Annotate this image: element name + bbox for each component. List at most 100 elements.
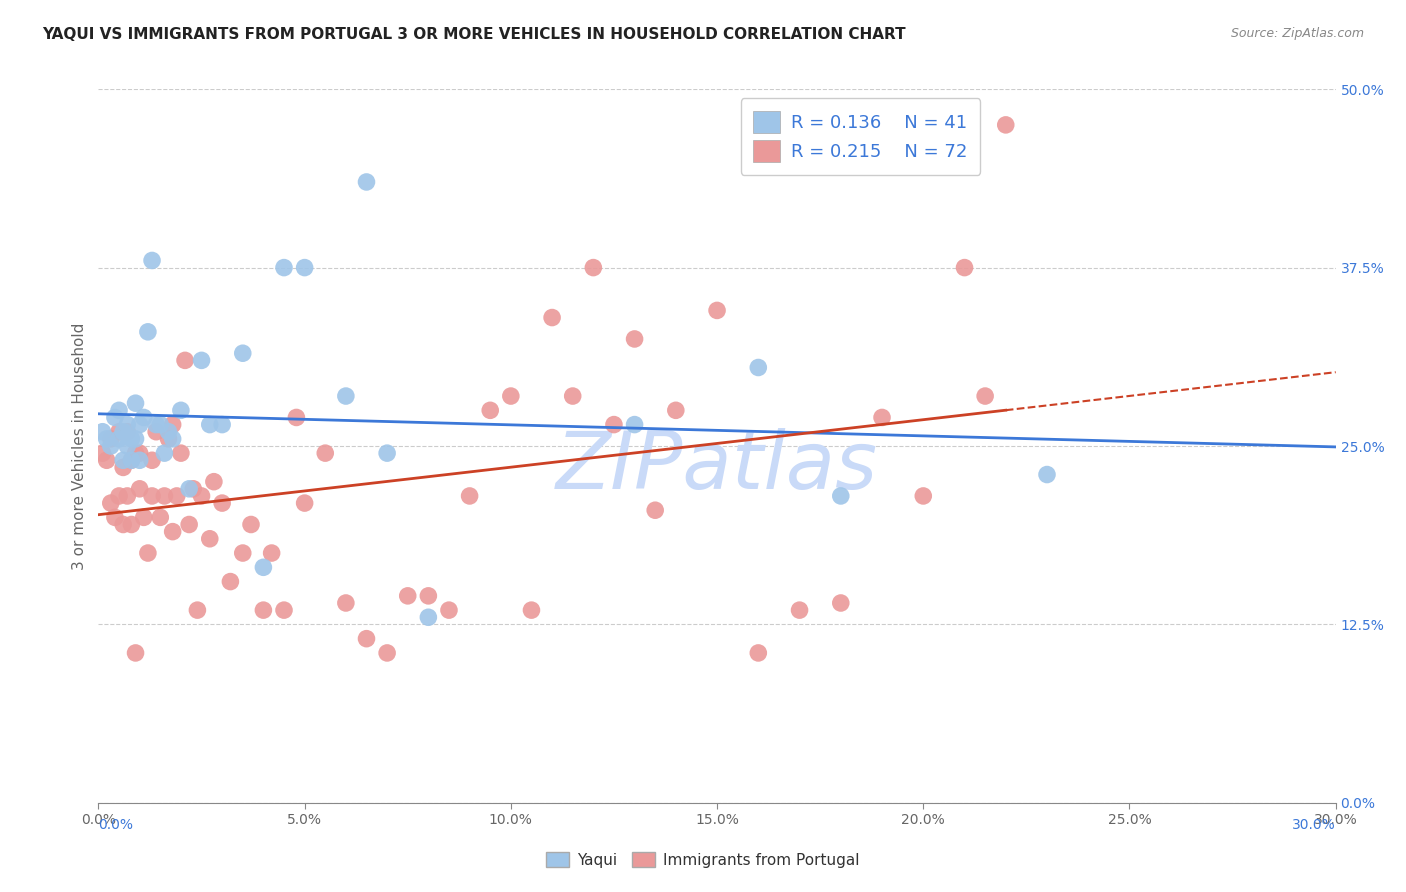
Point bbox=[174, 353, 197, 368]
Point bbox=[91, 425, 114, 439]
Point bbox=[202, 475, 225, 489]
Point bbox=[181, 482, 204, 496]
Text: YAQUI VS IMMIGRANTS FROM PORTUGAL 3 OR MORE VEHICLES IN HOUSEHOLD CORRELATION CH: YAQUI VS IMMIGRANTS FROM PORTUGAL 3 OR M… bbox=[42, 27, 905, 42]
Point bbox=[252, 560, 274, 574]
Point bbox=[162, 417, 184, 432]
Point bbox=[91, 446, 114, 460]
Point bbox=[706, 303, 728, 318]
Point bbox=[124, 396, 146, 410]
Point bbox=[830, 489, 852, 503]
Point bbox=[149, 417, 172, 432]
Point bbox=[211, 417, 233, 432]
Point bbox=[240, 517, 263, 532]
Point bbox=[104, 410, 127, 425]
Point bbox=[273, 603, 295, 617]
Point bbox=[162, 524, 184, 539]
Text: 0.0%: 0.0% bbox=[98, 818, 134, 832]
Point bbox=[499, 389, 522, 403]
Point bbox=[112, 517, 135, 532]
Point bbox=[356, 632, 378, 646]
Point bbox=[198, 417, 221, 432]
Point bbox=[120, 432, 142, 446]
Point bbox=[870, 410, 893, 425]
Point bbox=[252, 603, 274, 617]
Text: 30.0%: 30.0% bbox=[1292, 818, 1336, 832]
Point bbox=[141, 489, 163, 503]
Point bbox=[830, 596, 852, 610]
Point bbox=[974, 389, 997, 403]
Point bbox=[1036, 467, 1059, 482]
Point bbox=[141, 453, 163, 467]
Point bbox=[108, 489, 131, 503]
Point bbox=[166, 489, 188, 503]
Point bbox=[100, 496, 122, 510]
Point bbox=[117, 439, 139, 453]
Point bbox=[418, 589, 440, 603]
Point bbox=[953, 260, 976, 275]
Point bbox=[153, 489, 176, 503]
Text: Source: ZipAtlas.com: Source: ZipAtlas.com bbox=[1230, 27, 1364, 40]
Point bbox=[418, 610, 440, 624]
Point bbox=[128, 446, 150, 460]
Text: ZIPatlas: ZIPatlas bbox=[555, 428, 879, 507]
Point bbox=[623, 332, 645, 346]
Point bbox=[179, 517, 201, 532]
Point bbox=[260, 546, 283, 560]
Point bbox=[211, 496, 233, 510]
Point bbox=[335, 389, 357, 403]
Point bbox=[136, 325, 159, 339]
Point bbox=[108, 403, 131, 417]
Point bbox=[124, 446, 146, 460]
Point bbox=[112, 460, 135, 475]
Point bbox=[132, 510, 155, 524]
Point bbox=[375, 646, 398, 660]
Point bbox=[190, 489, 212, 503]
Point bbox=[294, 496, 316, 510]
Point bbox=[100, 439, 122, 453]
Point bbox=[232, 546, 254, 560]
Point bbox=[314, 446, 336, 460]
Point bbox=[120, 517, 142, 532]
Point bbox=[294, 260, 316, 275]
Point bbox=[153, 446, 176, 460]
Point bbox=[458, 489, 481, 503]
Point bbox=[665, 403, 688, 417]
Point bbox=[747, 646, 769, 660]
Point bbox=[120, 453, 142, 467]
Point bbox=[561, 389, 583, 403]
Point bbox=[747, 360, 769, 375]
Point bbox=[117, 417, 139, 432]
Point bbox=[603, 417, 626, 432]
Point bbox=[994, 118, 1017, 132]
Point bbox=[108, 425, 131, 439]
Point bbox=[128, 453, 150, 467]
Point bbox=[117, 489, 139, 503]
Point bbox=[198, 532, 221, 546]
Legend: R = 0.136    N = 41, R = 0.215    N = 72: R = 0.136 N = 41, R = 0.215 N = 72 bbox=[741, 98, 980, 175]
Point bbox=[132, 410, 155, 425]
Point bbox=[124, 646, 146, 660]
Point bbox=[96, 453, 118, 467]
Point bbox=[520, 603, 543, 617]
Point bbox=[179, 482, 201, 496]
Point bbox=[437, 603, 460, 617]
Point bbox=[186, 603, 208, 617]
Point bbox=[170, 446, 193, 460]
Point bbox=[623, 417, 645, 432]
Point bbox=[145, 425, 167, 439]
Point bbox=[108, 432, 131, 446]
Point bbox=[141, 253, 163, 268]
Point bbox=[104, 510, 127, 524]
Point bbox=[128, 417, 150, 432]
Point bbox=[157, 425, 180, 439]
Point bbox=[100, 432, 122, 446]
Point bbox=[335, 596, 357, 610]
Point bbox=[190, 353, 212, 368]
Point bbox=[232, 346, 254, 360]
Point bbox=[912, 489, 935, 503]
Point bbox=[162, 432, 184, 446]
Point bbox=[117, 425, 139, 439]
Point bbox=[112, 425, 135, 439]
Point bbox=[582, 260, 605, 275]
Point bbox=[356, 175, 378, 189]
